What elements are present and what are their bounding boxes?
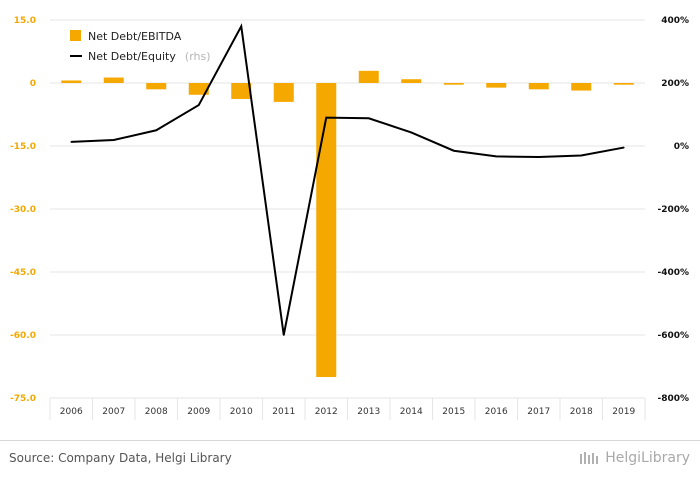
brand-name: HelgiLibrary xyxy=(605,450,690,466)
right-axis: 400% 200% 0% -200% -400% -600% -800% xyxy=(657,16,689,404)
line-point xyxy=(495,155,498,158)
line-point xyxy=(580,154,583,157)
x-tick-label: 2010 xyxy=(230,407,253,417)
bar xyxy=(103,77,124,83)
right-tick-label: -400% xyxy=(657,268,689,278)
right-tick-label: 200% xyxy=(661,79,689,89)
left-tick-label: -45.0 xyxy=(10,268,36,278)
bar xyxy=(146,83,167,90)
legend-label-net-debt-equity: Net Debt/Equity (rhs) xyxy=(88,45,211,64)
bar xyxy=(486,83,507,88)
x-tick-label: 2016 xyxy=(485,407,508,417)
right-tick-label: -200% xyxy=(657,205,689,215)
gridlines xyxy=(49,19,646,420)
bar xyxy=(613,83,634,85)
brand-logo: HelgiLibrary xyxy=(579,450,690,466)
library-icon xyxy=(580,452,599,464)
right-tick-label: 400% xyxy=(661,16,689,26)
x-tick-label: 2014 xyxy=(400,407,423,417)
legend: Net Debt/EBITDA Net Debt/Equity (rhs) xyxy=(70,30,211,64)
legend-label-net-debt-ebitda: Net Debt/EBITDA xyxy=(88,30,182,43)
left-tick-label: 0 xyxy=(30,79,36,89)
x-tick-label: 2015 xyxy=(442,407,465,417)
right-tick-label: -800% xyxy=(657,394,689,404)
combo-chart: 15.0 0 -15.0 -30.0 -45.0 -60.0 -75.0 400% 200% 0… xyxy=(10,16,689,420)
left-tick-label: -75.0 xyxy=(10,394,36,404)
line-point xyxy=(282,334,285,336)
x-tick-label: 2019 xyxy=(612,407,635,417)
line-point xyxy=(197,104,200,106)
bar xyxy=(358,70,379,83)
line-point xyxy=(622,146,625,149)
bar xyxy=(316,83,337,377)
bar xyxy=(443,83,464,85)
line-point xyxy=(452,149,455,152)
source-note: Source: Company Data, Helgi Library xyxy=(9,451,232,465)
x-tick-label: 2013 xyxy=(357,407,380,417)
line-point xyxy=(410,131,413,134)
x-tick-label: 2018 xyxy=(570,407,593,417)
line-point xyxy=(70,141,73,143)
x-tick-label: 2006 xyxy=(60,407,83,417)
left-axis: 15.0 0 -15.0 -30.0 -45.0 -60.0 -75.0 xyxy=(10,16,36,404)
left-tick-label: 15.0 xyxy=(14,16,36,26)
line-point xyxy=(325,116,328,119)
right-tick-label: -600% xyxy=(657,331,689,341)
x-tick-label: 2012 xyxy=(315,407,338,417)
bar xyxy=(273,83,294,102)
x-axis: 2006 2007 2008 2009 2010 2011 2012 2013 2014 2015… xyxy=(60,407,636,417)
bar xyxy=(231,83,252,99)
series-line xyxy=(71,23,624,336)
left-tick-label: -30.0 xyxy=(10,205,36,215)
bar xyxy=(61,80,82,83)
line-point xyxy=(367,117,370,120)
x-tick-label: 2011 xyxy=(272,407,295,417)
line-point xyxy=(112,139,115,141)
bar-series-net-debt-ebitda xyxy=(61,70,634,377)
left-tick-label: -15.0 xyxy=(10,142,36,152)
x-tick-label: 2007 xyxy=(102,407,125,417)
x-tick-label: 2009 xyxy=(187,407,210,417)
bar xyxy=(528,83,549,90)
line-point xyxy=(155,129,158,132)
line-series-net-debt-equity xyxy=(70,23,625,336)
footer: Source: Company Data, Helgi Library Helg… xyxy=(0,440,700,483)
bar xyxy=(571,83,592,91)
line-point xyxy=(240,25,243,28)
legend-label-net-debt-equity-name: Net Debt/Equity xyxy=(88,50,176,63)
x-tick-label: 2008 xyxy=(145,407,168,417)
legend-label-rhs-note: (rhs) xyxy=(185,50,211,63)
legend-swatch-bar xyxy=(70,30,81,41)
x-tick-label: 2017 xyxy=(527,407,550,417)
bar xyxy=(401,79,422,83)
line-point xyxy=(537,156,540,158)
left-tick-label: -60.0 xyxy=(10,331,36,341)
bar xyxy=(188,83,209,95)
right-tick-label: 0% xyxy=(674,142,689,152)
